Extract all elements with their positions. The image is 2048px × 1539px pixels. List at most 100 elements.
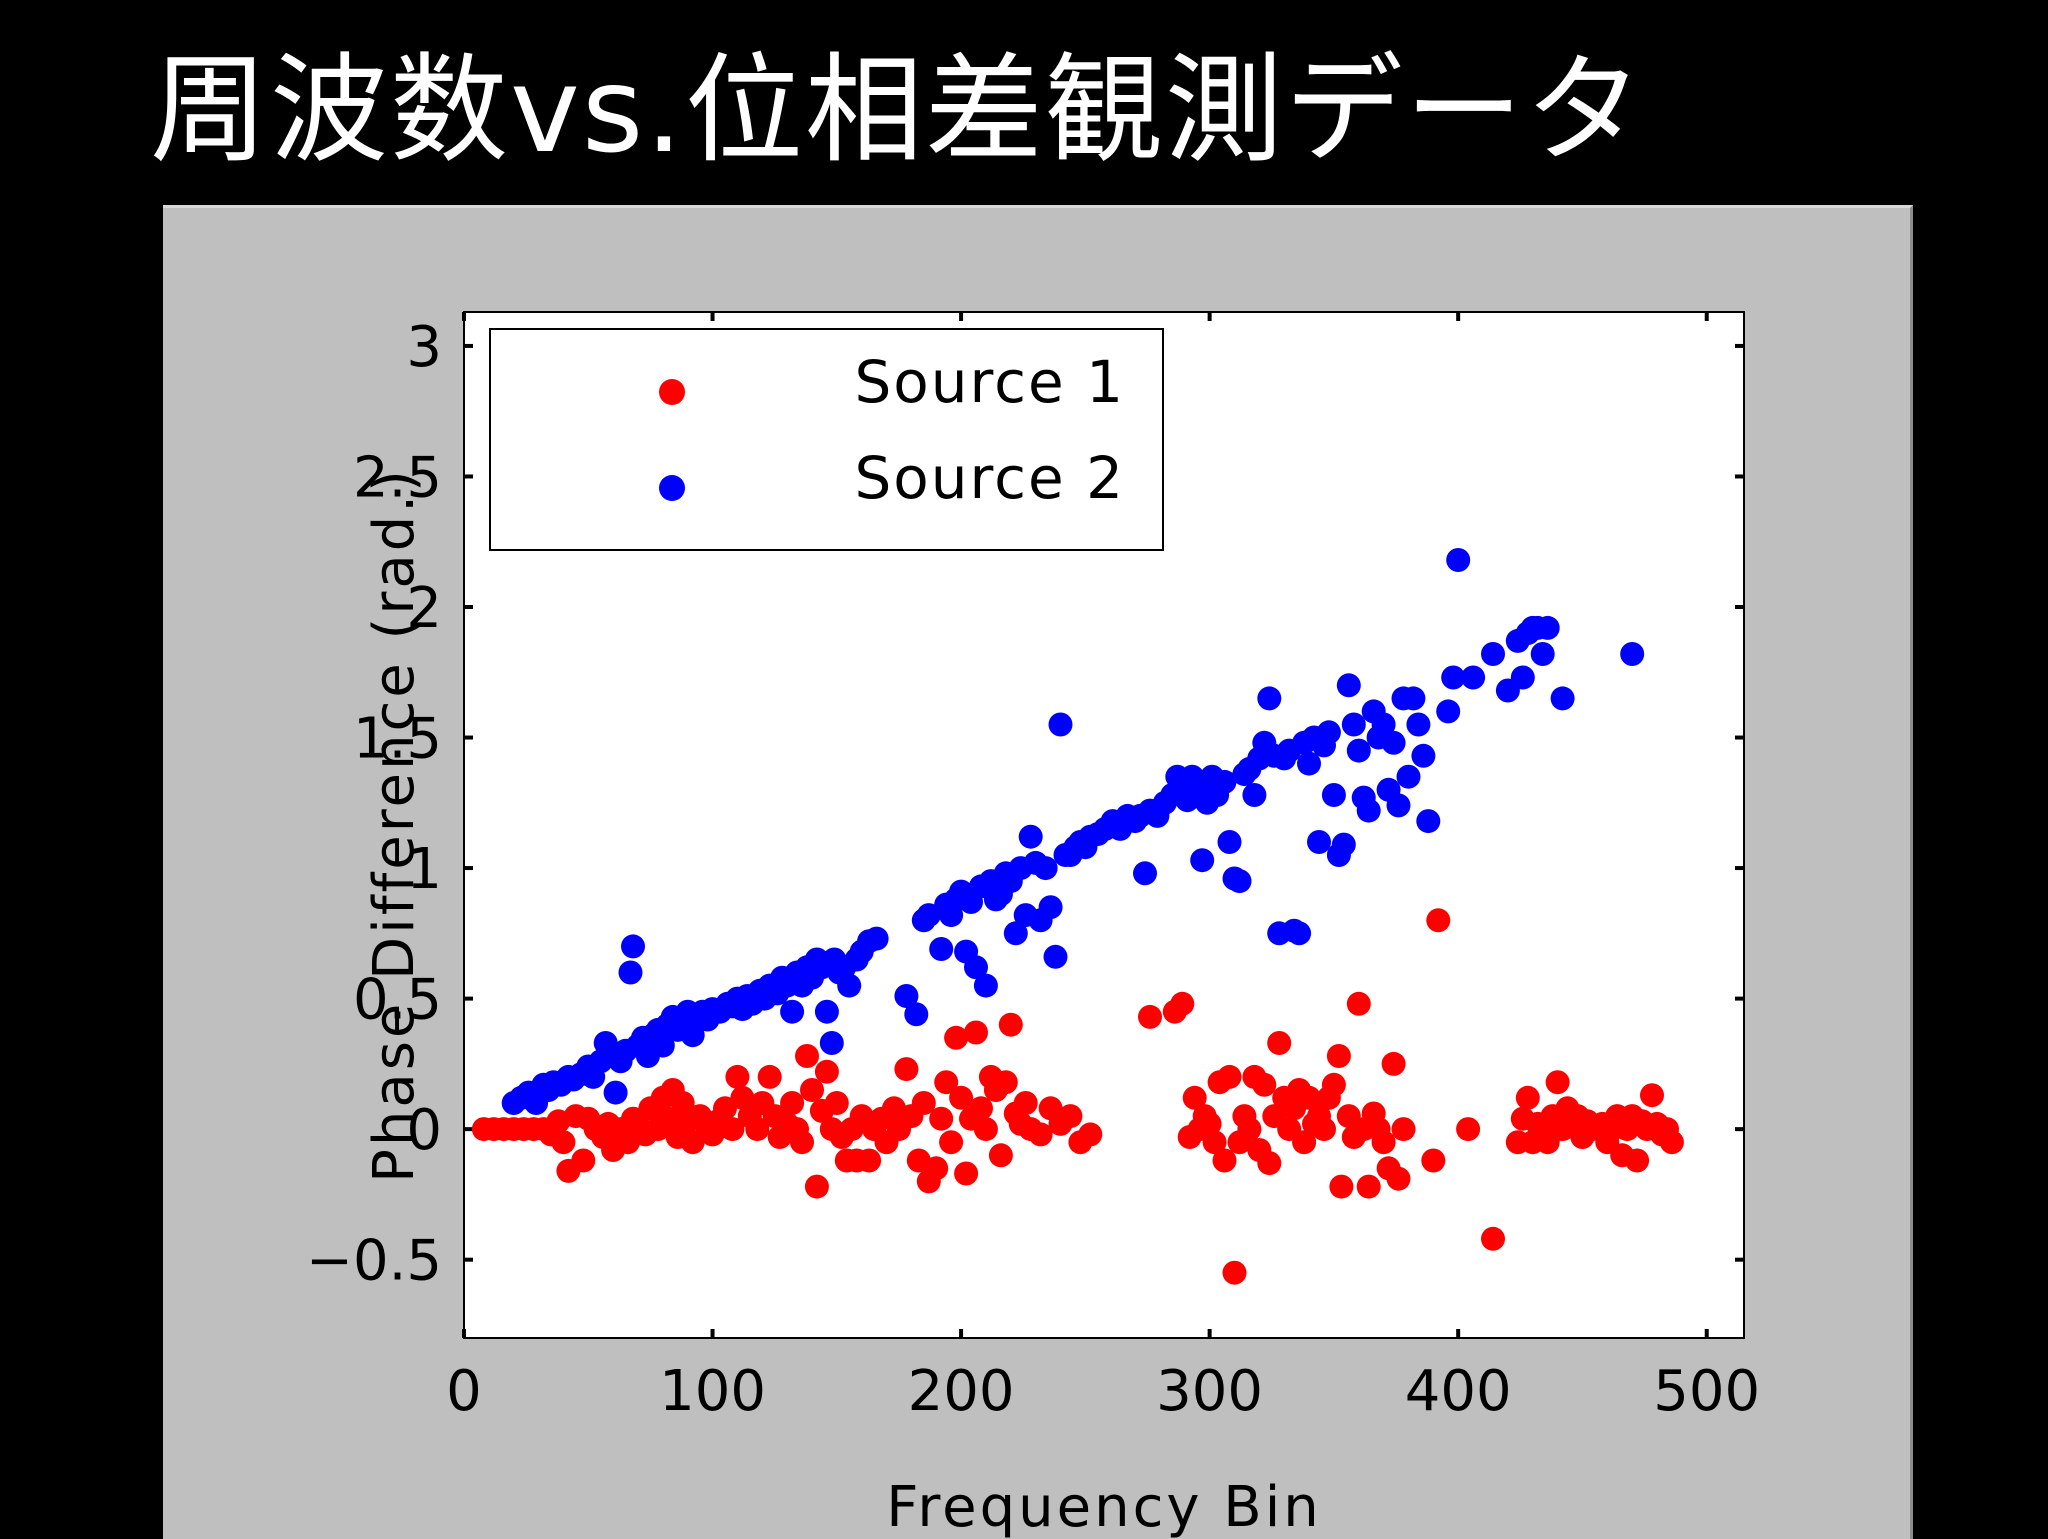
data-point	[670, 1091, 695, 1115]
legend-marker-source-1	[659, 379, 685, 405]
data-point	[949, 1085, 974, 1110]
data-point	[814, 999, 839, 1024]
legend-label-source-2: Source 2	[854, 444, 1125, 512]
data-point	[1033, 856, 1058, 881]
y-tick-label: 2.5	[353, 445, 442, 510]
data-point	[1058, 1104, 1083, 1129]
x-tick-label: 300	[1156, 1359, 1263, 1424]
data-point	[650, 1033, 675, 1058]
data-point	[1336, 673, 1361, 698]
data-point	[1441, 665, 1466, 690]
x-axis-label: Frequency Bin	[886, 1475, 1322, 1539]
data-point	[713, 1096, 737, 1121]
data-point	[944, 1025, 969, 1050]
data-point	[1406, 712, 1431, 737]
data-point	[929, 937, 954, 961]
data-point	[1237, 1117, 1262, 1142]
data-point	[725, 1064, 750, 1089]
data-point	[1138, 1004, 1162, 1029]
y-tick-label: 3	[406, 315, 442, 380]
data-point	[551, 1130, 576, 1155]
data-point	[1202, 1130, 1227, 1155]
data-point	[1386, 1166, 1411, 1191]
data-point	[1446, 548, 1471, 572]
data-point	[1550, 686, 1575, 711]
slide-title: 周波数vs.位相差観測データ	[150, 41, 1645, 179]
data-point	[1217, 1064, 1242, 1089]
data-point	[1510, 665, 1535, 690]
y-tick-label: 1	[406, 837, 442, 902]
x-tick-label: 0	[446, 1359, 482, 1424]
data-point	[916, 903, 941, 928]
data-point	[1331, 832, 1356, 857]
data-point	[1640, 1083, 1664, 1108]
data-point	[857, 1148, 882, 1173]
data-point	[800, 1078, 824, 1102]
legend-label-source-1: Source 1	[854, 348, 1125, 416]
data-point	[1515, 1085, 1540, 1110]
data-point	[1028, 1122, 1053, 1147]
data-point	[1257, 686, 1282, 711]
data-point	[1312, 1117, 1336, 1142]
data-point	[1346, 738, 1371, 763]
data-point	[993, 1070, 1018, 1095]
data-point	[1436, 699, 1461, 724]
data-point	[934, 1070, 959, 1095]
data-point	[1356, 798, 1381, 823]
data-point	[929, 1106, 954, 1131]
data-point	[1297, 1085, 1321, 1110]
data-point	[904, 1002, 929, 1027]
y-axis-label: Phase Difference (rad.)	[362, 467, 427, 1183]
data-point	[1252, 1072, 1277, 1097]
data-point	[1371, 712, 1396, 737]
data-point	[1182, 1085, 1207, 1110]
data-point	[745, 1117, 770, 1142]
y-tick-label: −0.5	[306, 1229, 442, 1294]
data-point	[571, 1148, 596, 1173]
data-point	[1197, 1111, 1222, 1136]
data-point	[1217, 830, 1242, 854]
data-point	[1421, 1148, 1446, 1173]
data-point	[1321, 783, 1346, 807]
data-point	[1013, 1091, 1038, 1115]
data-point	[680, 1023, 705, 1048]
data-point	[1346, 991, 1371, 1016]
data-point	[954, 1161, 979, 1186]
data-point	[1356, 1174, 1381, 1199]
data-point	[1481, 642, 1505, 666]
data-point	[1386, 793, 1411, 818]
data-point	[1257, 1151, 1282, 1176]
data-point	[1212, 769, 1237, 794]
data-point	[1227, 869, 1252, 894]
data-point	[780, 999, 805, 1024]
data-point	[1456, 1117, 1481, 1142]
data-point	[1212, 1148, 1237, 1173]
data-point	[1297, 751, 1321, 776]
data-point	[1242, 783, 1267, 807]
data-point	[1381, 730, 1406, 755]
series-2	[501, 548, 1645, 1115]
data-point	[795, 1044, 819, 1068]
data-point	[804, 1174, 829, 1199]
data-point	[780, 1091, 805, 1115]
data-point	[814, 1059, 839, 1084]
data-point	[1396, 764, 1421, 789]
x-tick-label: 400	[1405, 1359, 1512, 1424]
data-point	[964, 955, 988, 980]
data-point	[1267, 1031, 1292, 1055]
x-tick-label: 500	[1653, 1359, 1760, 1424]
data-point	[1530, 642, 1555, 666]
legend-box	[489, 328, 1164, 551]
scatter-plot: 0 100 200 300 400 500−0.500.511.522.53 Freque…	[306, 311, 1760, 1539]
data-point	[864, 926, 889, 951]
data-point	[973, 1117, 998, 1142]
data-point	[1222, 1260, 1247, 1285]
x-tick-label: 100	[659, 1359, 766, 1424]
data-point	[911, 1091, 936, 1115]
data-point	[1426, 908, 1451, 933]
y-tick-label: 0.5	[353, 968, 442, 1033]
data-point	[1411, 743, 1436, 768]
figure-panel: 0 100 200 300 400 500 −0.5 0 0.5 1 1.5 2 2.5 3 Freque…	[163, 205, 1913, 1539]
data-point	[969, 1096, 993, 1121]
data-point	[618, 960, 643, 985]
